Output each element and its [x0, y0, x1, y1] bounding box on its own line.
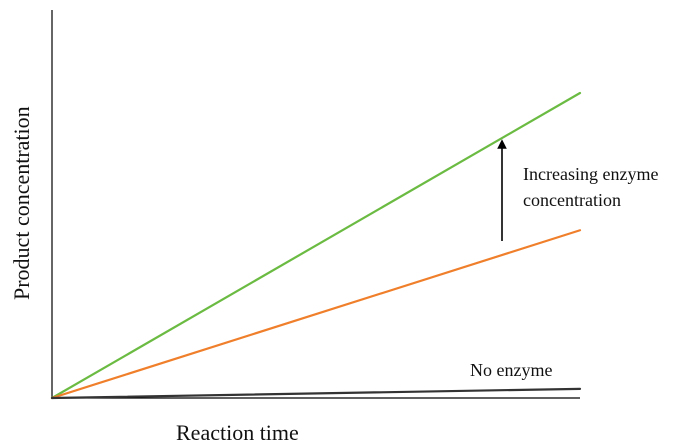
series-layer — [50, 91, 582, 400]
x-axis-title: Reaction time — [176, 420, 299, 445]
increasing-enzyme-annotation-line-2: concentration — [523, 190, 621, 210]
y-axis-title: Product concentration — [9, 106, 34, 300]
increasing-enzyme-annotation-line-1: Increasing enzyme — [523, 164, 658, 184]
series-line-2 — [50, 229, 582, 400]
series-line-1 — [50, 91, 582, 400]
no-enzyme-label: No enzyme — [470, 360, 552, 380]
series-line-3 — [50, 387, 582, 400]
